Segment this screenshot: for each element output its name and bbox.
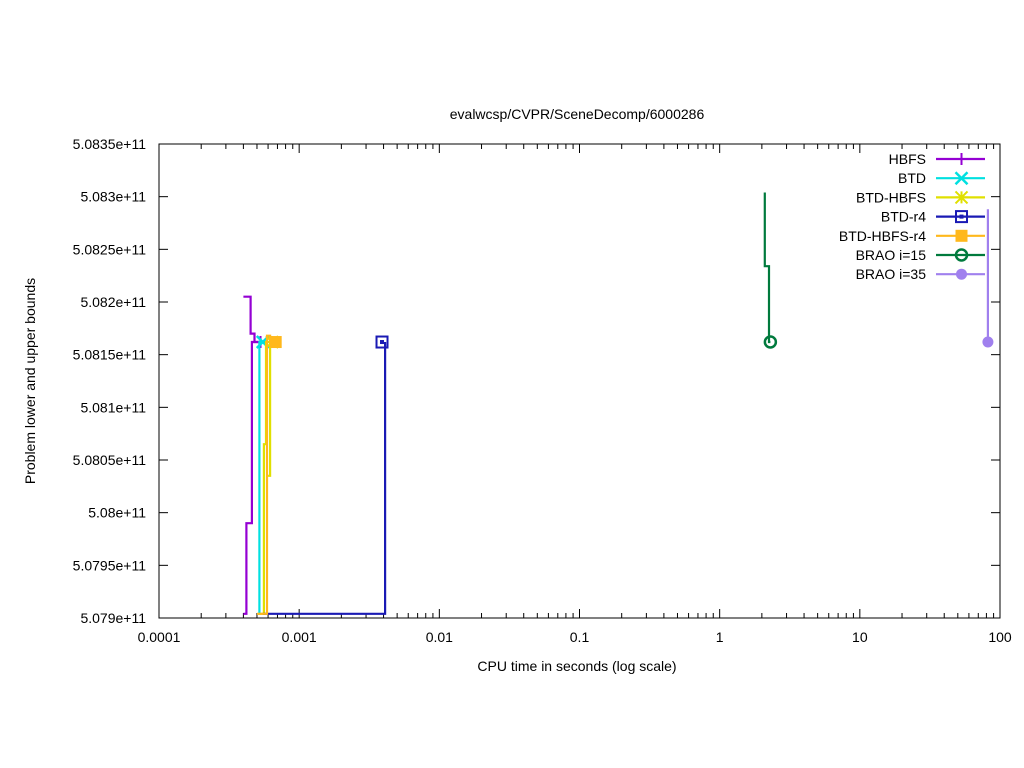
legend-marker bbox=[954, 171, 969, 186]
y-tick-label: 5.0825e+11 bbox=[73, 241, 147, 257]
series-upper-bound-line bbox=[268, 340, 272, 477]
series-upper-bound-line bbox=[763, 192, 771, 344]
series-point bbox=[982, 336, 994, 348]
series-point-dot bbox=[380, 340, 385, 345]
legend-label: BRAO i=35 bbox=[856, 266, 927, 282]
y-tick-label: 5.083e+11 bbox=[80, 189, 146, 205]
series-lower-bound-line bbox=[258, 340, 263, 615]
series-point bbox=[763, 335, 778, 349]
legend-label: BRAO i=15 bbox=[856, 247, 927, 263]
legend-label: BTD bbox=[898, 170, 926, 186]
y-tick-label: 5.0795e+11 bbox=[73, 557, 147, 573]
series-5 bbox=[763, 192, 778, 349]
x-tick-label: 0.0001 bbox=[138, 629, 181, 645]
x-tick-label: 10 bbox=[852, 629, 868, 645]
legend-marker bbox=[954, 190, 969, 205]
series-upper-bound-line bbox=[243, 295, 261, 344]
x-tick-label: 0.01 bbox=[426, 629, 453, 645]
legend-label: BTD-r4 bbox=[881, 209, 926, 225]
legend-marker bbox=[955, 229, 968, 242]
legend-marker-dot bbox=[959, 214, 964, 219]
chart-title: evalwcsp/CVPR/SceneDecomp/6000286 bbox=[450, 106, 705, 122]
y-tick-label: 5.0835e+11 bbox=[73, 136, 147, 152]
y-axis: 5.079e+11 5.0795e+11 5.08e+11 5.0805e+11 5.0… bbox=[73, 136, 1000, 626]
series-6 bbox=[982, 209, 994, 348]
series-point bbox=[269, 336, 282, 349]
y-axis-label: Problem lower and upper bounds bbox=[22, 278, 38, 484]
y-tick-label: 5.0815e+11 bbox=[73, 347, 147, 363]
plot-frame bbox=[158, 143, 1001, 619]
legend-marker bbox=[955, 210, 968, 224]
series-lower-bound-line bbox=[243, 340, 261, 615]
legend-marker bbox=[955, 153, 968, 165]
series-2 bbox=[259, 335, 279, 615]
x-axis-label: CPU time in seconds (log scale) bbox=[477, 658, 676, 674]
series-lower-bound-line bbox=[262, 342, 387, 615]
x-tick-label: 0.001 bbox=[282, 629, 317, 645]
y-tick-label: 5.08e+11 bbox=[88, 505, 146, 521]
series-layer bbox=[243, 192, 994, 615]
legend-label: HBFS bbox=[889, 151, 926, 167]
y-tick-label: 5.079e+11 bbox=[80, 610, 146, 626]
y-tick-label: 5.0805e+11 bbox=[73, 452, 147, 468]
series-4 bbox=[257, 334, 282, 615]
plot-border bbox=[158, 143, 1001, 619]
x-tick-label: 0.1 bbox=[570, 629, 590, 645]
legend-marker bbox=[954, 248, 969, 262]
series-3 bbox=[262, 335, 389, 615]
y-tick-label: 5.081e+11 bbox=[80, 399, 146, 415]
legend-label: BTD-HBFS bbox=[856, 189, 926, 205]
x-tick-label: 100 bbox=[988, 629, 1012, 645]
legend-label: BTD-HBFS-r4 bbox=[839, 228, 926, 244]
legend: HBFS BTD BTD-HBFS BTD-r4 BTD-HBFS-r4 BRAO i=1… bbox=[839, 151, 985, 282]
x-tick-label: 1 bbox=[716, 629, 724, 645]
y-tick-label: 5.082e+11 bbox=[80, 294, 146, 310]
legend-marker bbox=[956, 268, 967, 280]
series-point bbox=[375, 335, 389, 349]
